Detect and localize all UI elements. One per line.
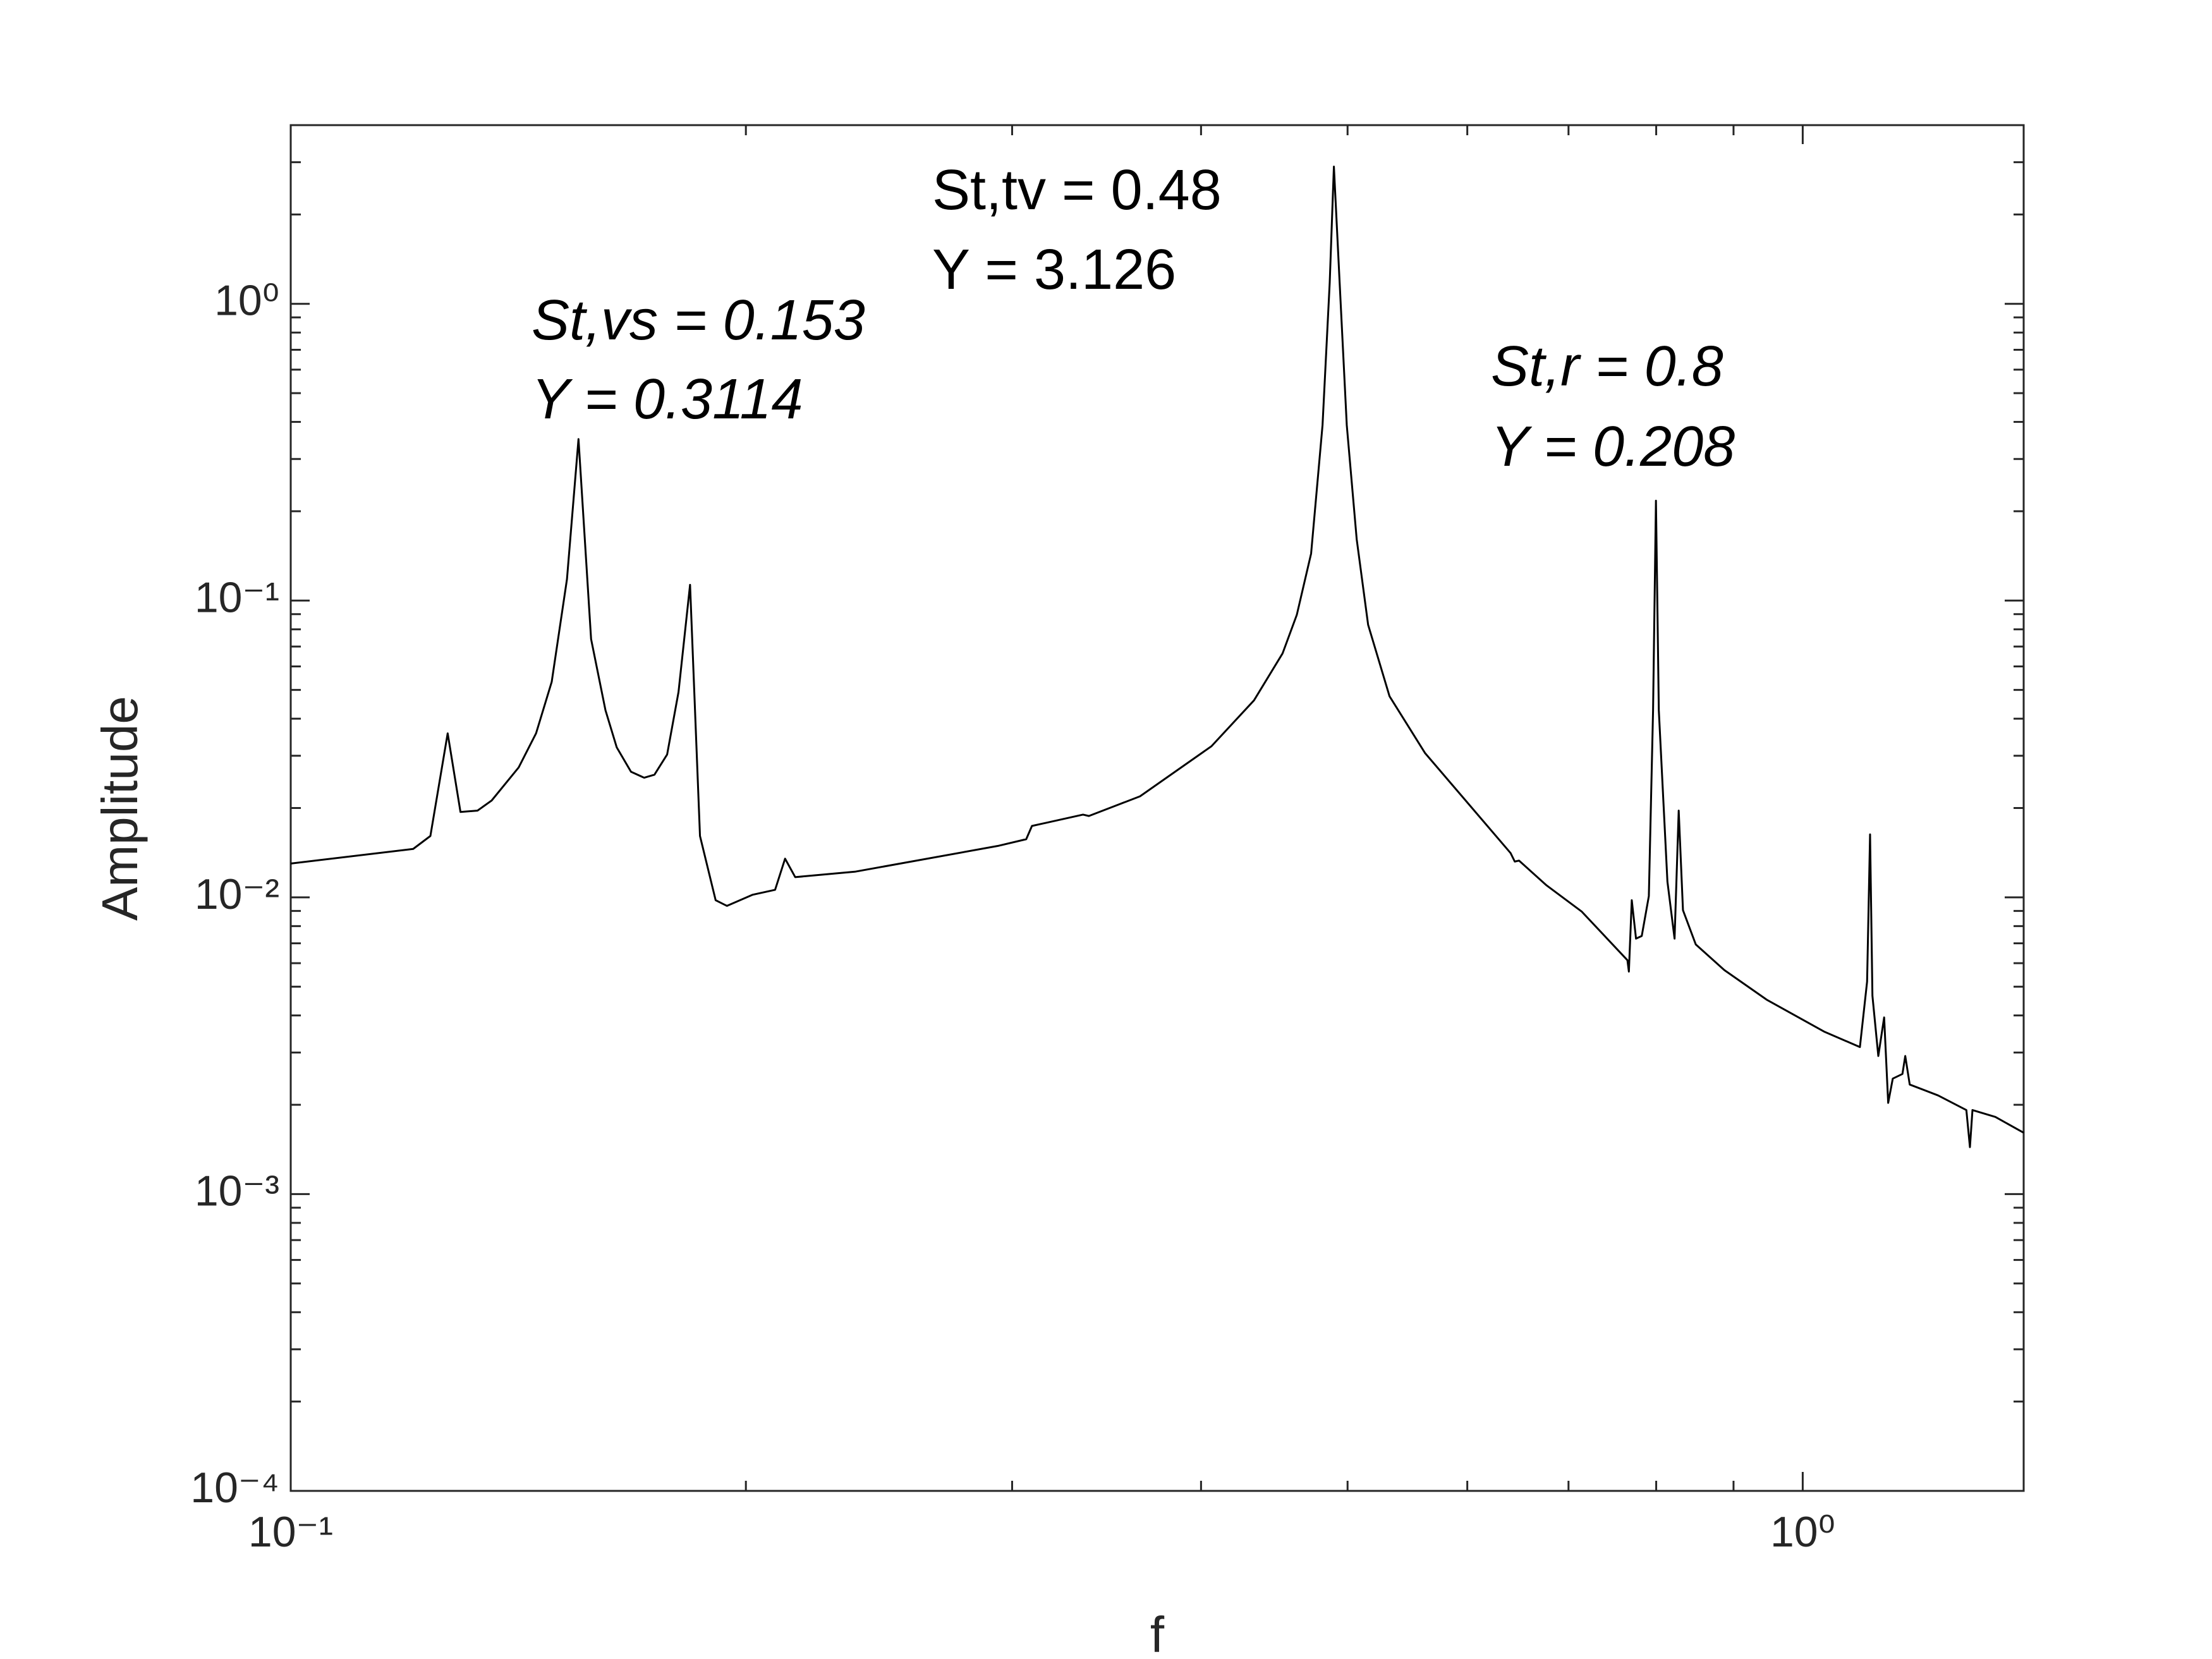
y-tick-label: 10⁻¹ xyxy=(195,573,279,621)
y-tick-label: 10⁻² xyxy=(195,870,279,918)
annotation: Y = 3.126 xyxy=(932,238,1176,301)
x-axis-label: f xyxy=(1150,1607,1165,1659)
plot-frame xyxy=(289,124,2025,1492)
annotation: St,vs = 0.153 xyxy=(532,289,865,352)
annotation: Y = 0.208 xyxy=(1491,415,1735,478)
y-tick-label: 10⁻³ xyxy=(195,1167,279,1215)
annotation: St,r = 0.8 xyxy=(1491,335,1723,398)
y-tick-label: 10⁰ xyxy=(214,277,279,325)
y-tick-label: 10⁻⁴ xyxy=(190,1464,279,1512)
x-tick-label: 10⁻¹ xyxy=(248,1508,333,1556)
annotation: St,tv = 0.48 xyxy=(932,159,1222,222)
y-axis-label: Amplitude xyxy=(92,696,148,921)
data-line xyxy=(290,166,2024,1148)
annotation: Y = 0.3114 xyxy=(532,368,803,431)
x-tick-label: 10⁰ xyxy=(1770,1508,1835,1556)
